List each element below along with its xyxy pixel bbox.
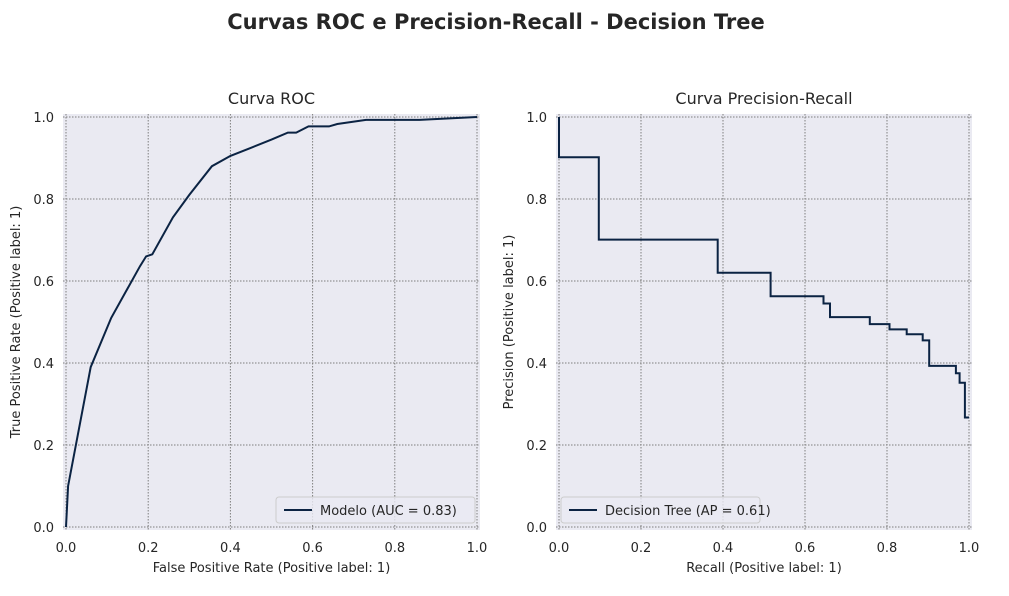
pr-xtick-label: 1.0 bbox=[959, 541, 980, 556]
pr-xtick-label: 0.4 bbox=[713, 541, 734, 556]
roc-xtick-label: 1.0 bbox=[467, 541, 488, 556]
roc-plot-area bbox=[63, 114, 480, 530]
pr-xtick-label: 0.2 bbox=[631, 541, 652, 556]
pr-plot-area bbox=[556, 114, 972, 530]
pr-xtick-label: 0.8 bbox=[877, 541, 898, 556]
roc-legend-box bbox=[275, 496, 476, 524]
roc-xtick-label: 0.6 bbox=[302, 541, 323, 556]
roc-ytick-label: 0.4 bbox=[33, 357, 54, 372]
roc-legend: Modelo (AUC = 0.83) bbox=[275, 496, 476, 524]
roc-ytick-label: 1.0 bbox=[33, 111, 54, 126]
pr-ytick-label: 0.8 bbox=[526, 193, 547, 208]
pr-title: Curva Precision-Recall bbox=[675, 89, 852, 108]
roc-ytick-label: 0.0 bbox=[33, 521, 54, 536]
pr-xtick-label: 0.6 bbox=[795, 541, 816, 556]
roc-xtick-label: 0.2 bbox=[138, 541, 159, 556]
roc-xtick-label: 0.4 bbox=[220, 541, 241, 556]
roc-ytick-label: 0.8 bbox=[33, 193, 54, 208]
roc-ytick-label: 0.6 bbox=[33, 275, 54, 290]
roc-series-line bbox=[65, 116, 478, 528]
pr-legend-box bbox=[560, 496, 761, 524]
pr-ylabel: Precision (Positive label: 1) bbox=[502, 235, 517, 410]
roc-ylabel: True Positive Rate (Positive label: 1) bbox=[9, 206, 24, 440]
roc-legend-label: Modelo (AUC = 0.83) bbox=[320, 504, 457, 519]
roc-panel: 0.0 0.2 0.4 0.6 0.8 1.0 0.0 0.2 0.4 0.6 0.8 1.0 Curv… bbox=[9, 89, 487, 576]
figure-title: Curvas ROC e Precision-Recall - Decision… bbox=[227, 10, 765, 34]
pr-ytick-label: 0.2 bbox=[526, 439, 547, 454]
roc-title: Curva ROC bbox=[228, 89, 315, 108]
pr-xlabel: Recall (Positive label: 1) bbox=[686, 561, 842, 576]
pr-legend: Decision Tree (AP = 0.61) bbox=[560, 496, 771, 524]
pr-series-line bbox=[558, 117, 969, 419]
roc-ytick-label: 0.2 bbox=[33, 439, 54, 454]
pr-xtick-label: 0.0 bbox=[549, 541, 570, 556]
pr-ytick-label: 1.0 bbox=[526, 111, 547, 126]
pr-ytick-label: 0.4 bbox=[526, 357, 547, 372]
pr-legend-label: Decision Tree (AP = 0.61) bbox=[605, 504, 771, 519]
pr-ytick-label: 0.6 bbox=[526, 275, 547, 290]
roc-xlabel: False Positive Rate (Positive label: 1) bbox=[153, 561, 391, 576]
pr-ytick-label: 0.0 bbox=[526, 521, 547, 536]
roc-xtick-label: 0.0 bbox=[56, 541, 77, 556]
pr-panel: 0.0 0.2 0.4 0.6 0.8 1.0 0.0 0.2 0.4 0.6 0.8 1.0 Curv… bbox=[502, 89, 979, 576]
roc-xtick-label: 0.8 bbox=[384, 541, 405, 556]
